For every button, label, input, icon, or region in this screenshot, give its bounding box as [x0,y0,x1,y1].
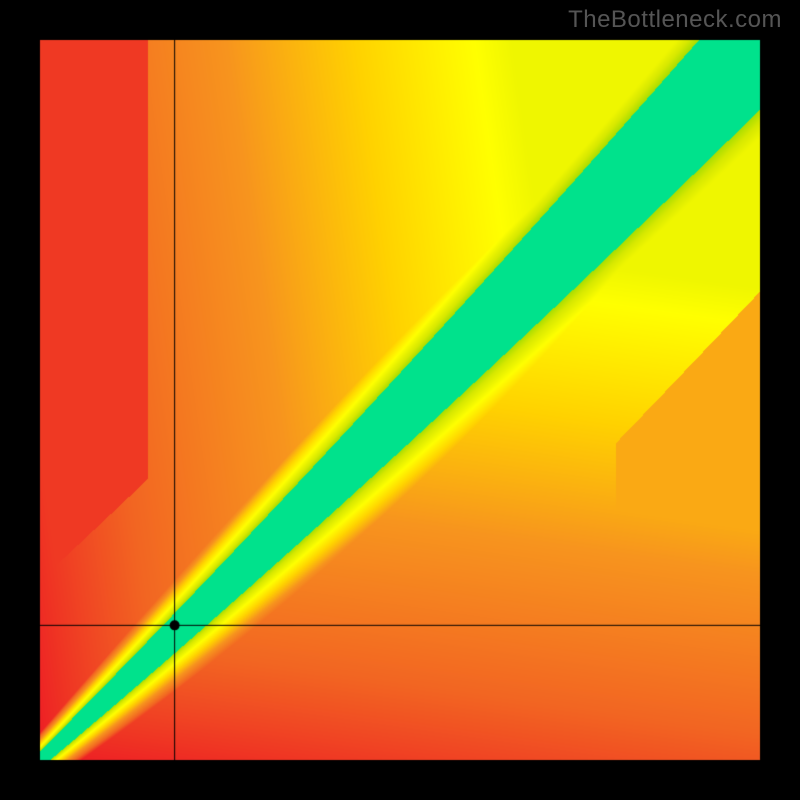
chart-container: TheBottleneck.com [0,0,800,800]
bottleneck-heatmap [0,0,800,800]
watermark-text: TheBottleneck.com [568,6,782,34]
